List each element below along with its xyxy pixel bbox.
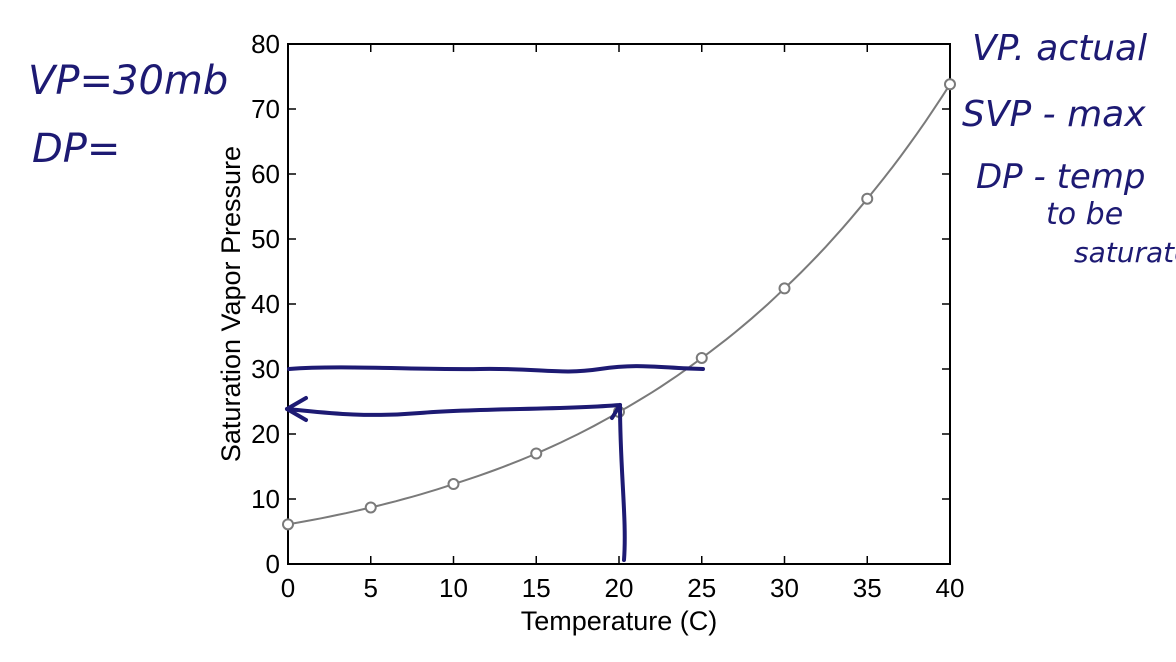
- data-point: [861, 192, 874, 205]
- data-point: [282, 518, 294, 531]
- note-svp-max: SVP - max: [962, 94, 1146, 135]
- note-saturate: saturate: [1074, 236, 1176, 269]
- data-point: [695, 351, 708, 364]
- y-tick-label: 50: [251, 224, 280, 254]
- axis-tick-labels: 0 5 10 15 20 25 30 35 40 0 10 20 30 40 50 60 70 80: [251, 29, 964, 603]
- ink-notes: VP=30mb DP= VP. actual SVP - max DP - te…: [28, 28, 1176, 269]
- data-point: [364, 501, 377, 514]
- y-tick-label: 30: [251, 354, 280, 384]
- x-tick-label: 0: [281, 573, 295, 603]
- data-point: [944, 78, 956, 91]
- note-vp-30mb: VP=30mb: [28, 58, 228, 104]
- ink-line-vp-30: [287, 364, 705, 374]
- ink-vertical-stroke: [618, 403, 627, 562]
- ink-left-arrowhead: [285, 396, 308, 422]
- x-tick-label: 35: [853, 573, 882, 603]
- x-tick-label: 5: [364, 573, 378, 603]
- data-point: [447, 478, 460, 491]
- data-point: [530, 447, 543, 460]
- y-axis-label: Saturation Vapor Pressure: [216, 146, 246, 462]
- x-tick-label: 25: [687, 573, 716, 603]
- x-tick-label: 10: [439, 573, 468, 603]
- note-dp: DP=: [32, 126, 120, 172]
- y-tick-label: 60: [251, 159, 280, 189]
- note-vp-actual: VP. actual: [972, 28, 1147, 69]
- y-tick-label: 10: [251, 484, 280, 514]
- note-to-be: to be: [1046, 197, 1123, 232]
- y-tick-label: 70: [251, 94, 280, 124]
- x-tick-label: 40: [936, 573, 965, 603]
- plot-frame: [287, 43, 951, 565]
- y-tick-label: 20: [251, 419, 280, 449]
- note-dp-temp: DP - temp: [976, 157, 1146, 197]
- x-axis-label: Temperature (C): [521, 606, 718, 636]
- x-tick-label: 15: [522, 573, 551, 603]
- ink-return-line: [285, 403, 622, 420]
- data-point: [778, 282, 791, 295]
- y-tick-label: 0: [266, 549, 280, 579]
- x-tick-label: 30: [770, 573, 799, 603]
- ink-strokes: [285, 364, 705, 562]
- y-tick-label: 40: [251, 289, 280, 319]
- y-tick-label: 80: [251, 29, 280, 59]
- x-tick-label: 20: [605, 573, 634, 603]
